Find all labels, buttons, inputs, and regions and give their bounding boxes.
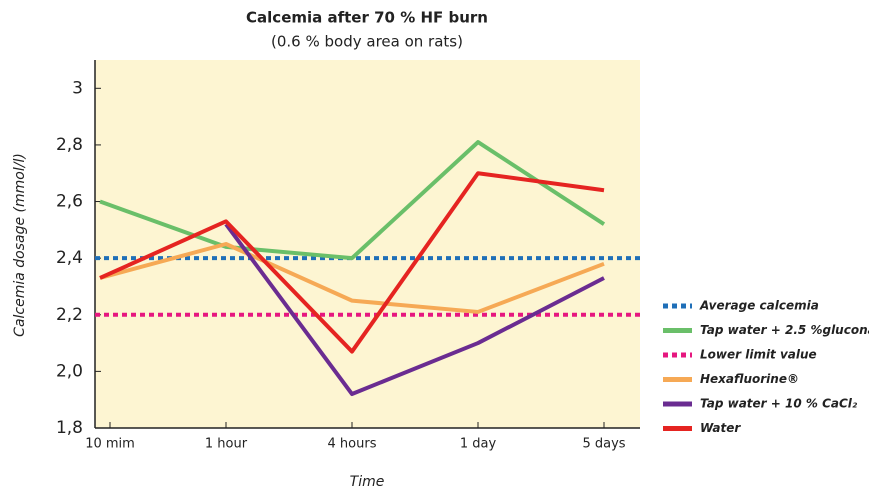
x-axis-label: Time — [350, 474, 385, 490]
x-tick-label: 4 hours — [328, 437, 377, 452]
legend-label: Tap water + 10 % CaCl₂ — [700, 397, 858, 411]
x-tick-label: 5 days — [582, 437, 625, 452]
y-tick-label: 3 — [72, 78, 83, 98]
y-tick-label: 2,6 — [56, 192, 83, 212]
y-tick-label: 2,8 — [56, 135, 83, 155]
series-line — [224, 222, 605, 397]
legend-label: Tap water + 2.5 %gluconate — [700, 323, 869, 337]
legend-label: Hexafluorine® — [700, 372, 799, 386]
series-line — [99, 171, 605, 354]
series-line — [99, 242, 605, 314]
y-tick-label: 1,8 — [56, 418, 83, 438]
legend-label: Lower limit value — [700, 348, 817, 362]
x-tick-label: 1 hour — [205, 437, 248, 452]
chart-subtitle: (0.6 % body area on rats) — [271, 33, 463, 51]
x-tick-label: 10 mim — [85, 437, 135, 452]
y-tick-label: 2,4 — [56, 248, 83, 268]
chart-title: Calcemia after 70 % HF burn — [246, 9, 488, 27]
legend-label: Water — [700, 421, 741, 435]
legend-label: Average calcemia — [699, 299, 819, 313]
y-tick-label: 2,2 — [56, 305, 83, 325]
x-tick-label: 1 day — [460, 437, 497, 452]
y-tick-label: 2,0 — [56, 361, 83, 381]
series-line — [99, 140, 606, 261]
y-axis-label: Calcemia dosage (mmol/l) — [12, 153, 28, 337]
